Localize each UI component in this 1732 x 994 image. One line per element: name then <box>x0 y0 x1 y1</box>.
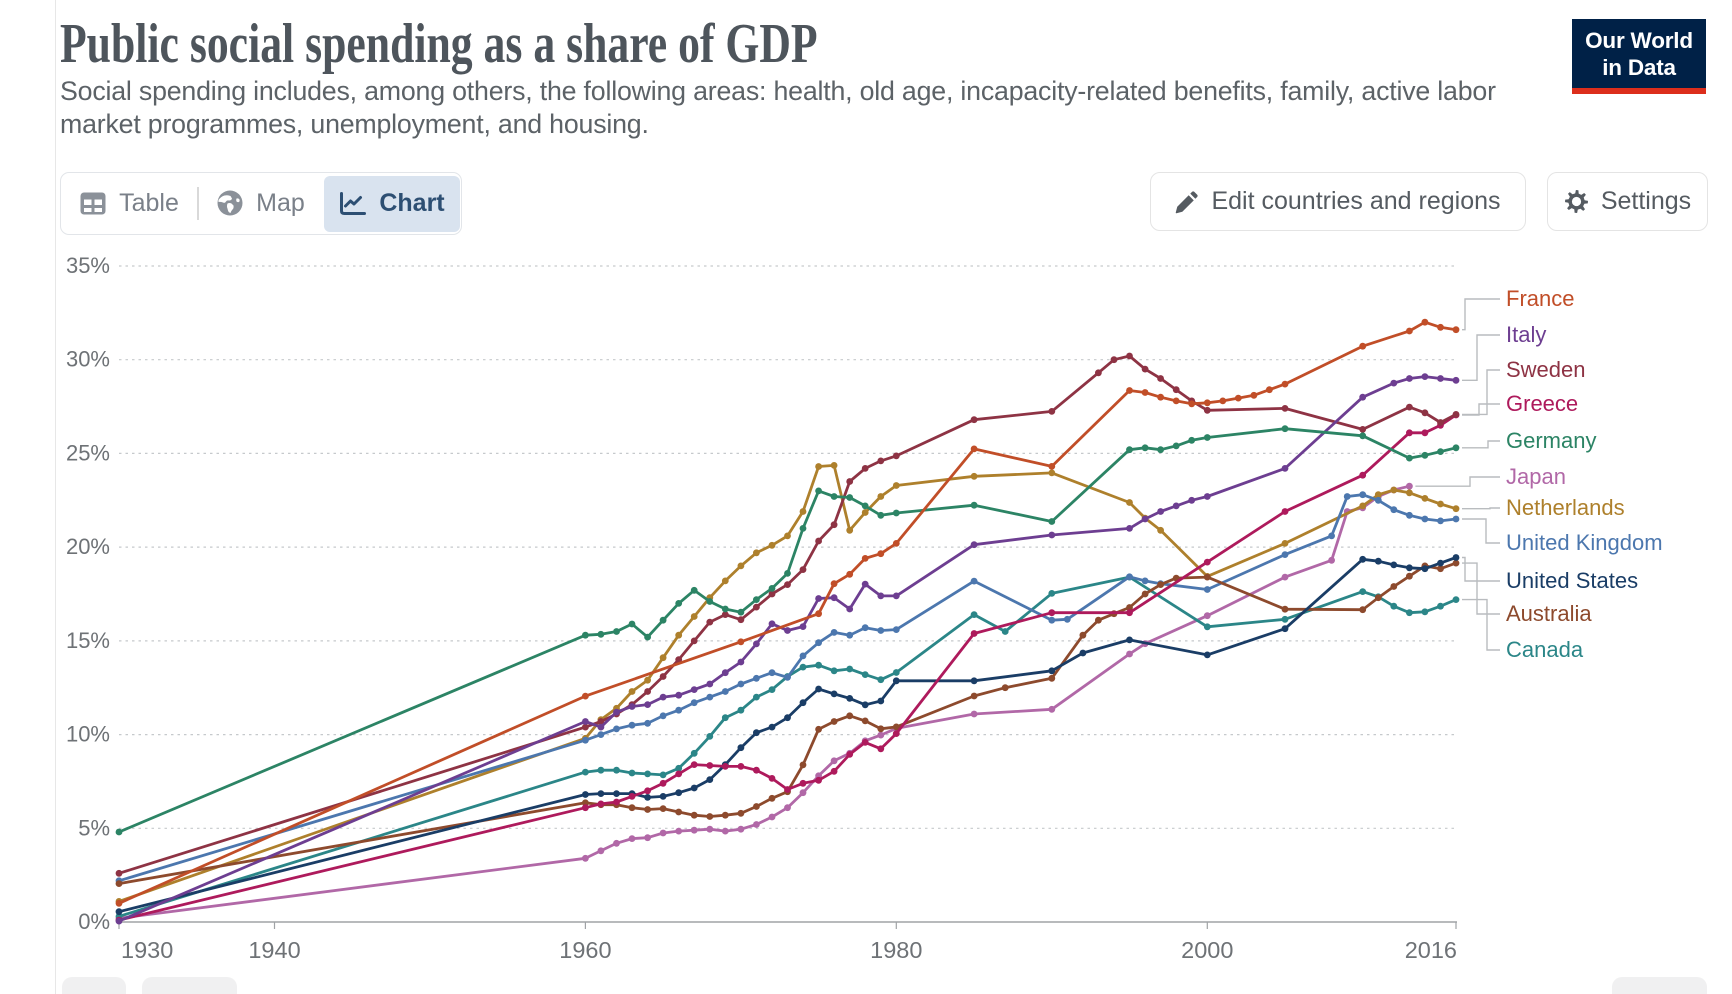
svg-text:2000: 2000 <box>1181 937 1233 963</box>
svg-text:1980: 1980 <box>870 937 922 963</box>
svg-text:France: France <box>1506 286 1574 311</box>
svg-text:5%: 5% <box>78 815 110 840</box>
svg-text:Canada: Canada <box>1506 637 1584 662</box>
svg-text:1960: 1960 <box>559 937 611 963</box>
svg-text:Australia: Australia <box>1506 601 1592 626</box>
svg-text:Greece: Greece <box>1506 391 1578 416</box>
svg-text:Italy: Italy <box>1506 322 1546 347</box>
svg-text:United States: United States <box>1506 568 1638 593</box>
svg-text:2016: 2016 <box>1405 937 1457 963</box>
svg-text:Germany: Germany <box>1506 428 1596 453</box>
svg-text:Japan: Japan <box>1506 464 1566 489</box>
svg-text:25%: 25% <box>66 440 110 465</box>
svg-text:30%: 30% <box>66 347 110 372</box>
svg-text:0%: 0% <box>78 909 110 934</box>
svg-text:1930: 1930 <box>121 937 173 963</box>
svg-text:United Kingdom: United Kingdom <box>1506 530 1663 555</box>
svg-text:Sweden: Sweden <box>1506 357 1586 382</box>
svg-text:1940: 1940 <box>248 937 300 963</box>
svg-text:35%: 35% <box>66 253 110 278</box>
svg-text:15%: 15% <box>66 628 110 653</box>
svg-text:Netherlands: Netherlands <box>1506 495 1625 520</box>
svg-text:10%: 10% <box>66 722 110 747</box>
svg-text:20%: 20% <box>66 534 110 559</box>
